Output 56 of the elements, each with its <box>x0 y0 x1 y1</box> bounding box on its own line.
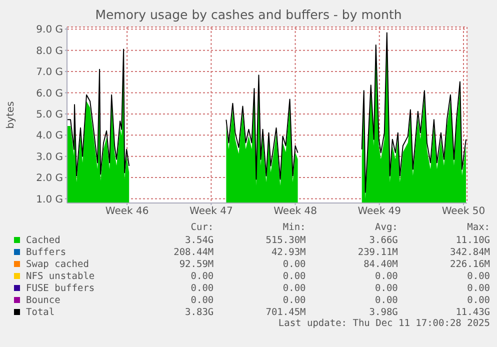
text: Min: <box>282 222 306 234</box>
y-tick-label: 2.0 G <box>36 173 63 184</box>
chart-title: Memory usage by cashes and buffers - by month <box>94 7 403 22</box>
text: 11.43G <box>454 306 490 318</box>
text: 342.84M <box>448 246 490 258</box>
text: 0.00 <box>190 294 214 306</box>
y-tick-label: 4.0 G <box>36 130 63 142</box>
text: 0.00 <box>466 270 490 282</box>
x-tick-label: Week 48 <box>274 206 317 218</box>
text: 0.00 <box>190 270 214 282</box>
text: 515.30M <box>264 234 306 246</box>
legend-label: FUSE buffers <box>26 282 95 294</box>
text: 0.00 <box>374 294 398 306</box>
x-tick-label: Week 50 <box>442 206 486 218</box>
text: 0.00 <box>374 282 398 294</box>
text: 0.00 <box>282 258 306 270</box>
y-tick-label: 6.0 G <box>36 88 63 100</box>
legend-label: Buffers <box>26 246 66 258</box>
text: 0.00 <box>466 294 490 306</box>
text: 11.10G <box>454 234 490 246</box>
text: 0.00 <box>282 270 306 282</box>
text: 0.00 <box>374 270 398 282</box>
x-tick-label: Week 47 <box>190 206 233 218</box>
legend-label: Cached <box>26 234 60 246</box>
y-tick-label: 5.0 G <box>36 109 63 120</box>
y-tick-label: 7.0 G <box>36 67 63 78</box>
text: Cur: <box>190 222 214 234</box>
legend-label: Swap cached <box>26 258 89 270</box>
text: 0.00 <box>190 282 214 294</box>
text: Last update: Thu Dec 11 17:00:28 2025 <box>277 318 490 329</box>
y-tick-label: 1.0 G <box>36 194 63 206</box>
text: 3.98G <box>369 306 398 318</box>
x-tick-label: Week 46 <box>105 206 149 218</box>
text: 3.66G <box>368 234 398 246</box>
text: Max: <box>466 222 490 234</box>
x-tick-label: Week 49 <box>358 206 402 218</box>
y-axis-title: bytes <box>6 101 17 129</box>
text: 0.00 <box>466 282 490 294</box>
text: 0.00 <box>282 294 306 306</box>
text: 42.93M <box>270 246 306 258</box>
y-tick-label: 3.0 G <box>36 152 63 163</box>
text: 92.59M <box>178 258 214 270</box>
text: 3.54G <box>184 234 214 246</box>
text: 226.16M <box>448 258 490 270</box>
legend-label: NFS unstable <box>26 270 95 282</box>
legend-label: Total <box>26 306 55 318</box>
text: Avg: <box>374 222 398 234</box>
text: 208.44M <box>172 246 214 258</box>
text: 3.83G <box>184 306 214 318</box>
text: 84.40M <box>362 258 398 270</box>
text: 0.00 <box>282 282 306 294</box>
text: 239.11M <box>356 246 398 258</box>
text: 701.45M <box>264 306 306 318</box>
y-tick-label: 9.0 G <box>36 24 63 36</box>
y-tick-label: 8.0 G <box>36 46 63 57</box>
legend-label: Bounce <box>26 294 60 306</box>
